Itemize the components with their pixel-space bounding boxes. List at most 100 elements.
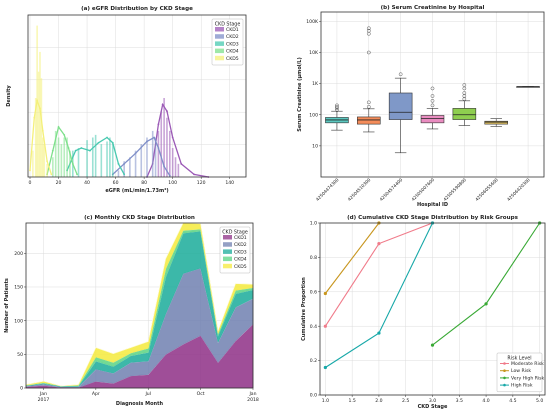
histogram-bar-ckd1: [169, 130, 171, 177]
outlier-point: [462, 91, 467, 95]
kde-point: [89, 149, 91, 152]
y-tick-label: 1.0: [310, 221, 317, 227]
outlier-point: [430, 94, 435, 98]
legend-swatch: [215, 34, 224, 39]
histogram-bar-ckd5: [40, 78, 43, 177]
kde-point: [123, 173, 126, 176]
chart-title: (b) Serum Creatinine by Hospital: [381, 5, 485, 11]
kde-point: [146, 140, 148, 143]
kde-point: [161, 103, 164, 106]
y-axis-label: Density: [6, 85, 12, 107]
x-tick-label: Apr: [92, 391, 100, 397]
outlier-point: [462, 83, 467, 87]
chart-title: (a) eGFR Distribution by CKD Stage: [81, 6, 193, 12]
legend-swatch: [215, 27, 224, 32]
kde-point: [76, 173, 78, 176]
kde-point: [157, 123, 160, 126]
histogram-bar-ckd1: [171, 148, 174, 177]
histogram-bar-ckd3: [91, 137, 94, 177]
panel-b-serum-creatinine: 42504474300 42504510300 42504574400 4250500…: [297, 5, 545, 208]
box-42504510300: [357, 116, 381, 125]
panel-a-egfr-distribution: 0 20 40 60 80 100 120 140 (a) eGFR Distribution …: [6, 6, 247, 194]
histogram-bar-ckd1: [177, 163, 180, 177]
y-tick-label: 10: [312, 143, 318, 149]
legend-swatch: [223, 235, 232, 240]
legend-swatch: [215, 55, 224, 61]
legend-label: Low Risk: [511, 368, 531, 374]
histogram-bar-ckd5: [43, 144, 46, 177]
outlier-point: [366, 100, 371, 105]
x-tick-label: 100: [168, 180, 177, 186]
histogram-bar-ckd3: [77, 148, 80, 177]
x-tick-label: Jan: [248, 391, 256, 397]
legend-marker: [503, 383, 506, 387]
legend-label: CKD1: [234, 235, 247, 241]
y-tick-label: 0.4: [310, 324, 317, 330]
kde-point: [117, 162, 120, 165]
kde-point: [71, 162, 74, 165]
y-tick-label: 0.8: [310, 255, 317, 261]
outlier-point: [430, 98, 435, 103]
legend-swatch: [215, 48, 224, 54]
x-tick-label: 1.5: [348, 398, 355, 404]
x-axis-label: Diagnosis Month: [116, 401, 164, 407]
outlier-point: [366, 28, 371, 33]
x-axis-label: eGFR (mL/min/1.73m²): [105, 188, 168, 194]
x-axis-label: Hospital ID: [417, 202, 448, 208]
histogram-bar-ckd3: [94, 134, 97, 177]
histogram-bar-ckd1: [160, 111, 163, 177]
line-low-risk: [324, 222, 380, 294]
legend-marker: [503, 369, 506, 373]
histogram-bar-ckd3: [100, 144, 103, 177]
histogram-bar-ckd2: [140, 144, 143, 177]
histogram-bar-ckd1: [163, 98, 165, 177]
x-axis-label: CKD Stage: [418, 404, 448, 410]
histogram-bar-ckd3: [106, 141, 108, 177]
x-tick-label: 42504474300: [315, 177, 341, 203]
legend-label: CKD4: [226, 49, 239, 55]
x-tick-label: 42505590800: [442, 177, 468, 203]
x-tick-label: 42504510300: [347, 177, 373, 203]
x-tick-label: Jul: [144, 391, 151, 397]
kde-point: [153, 136, 156, 139]
x-tick-label: 42506420300: [506, 177, 532, 203]
kde-point: [41, 130, 44, 132]
kde-point: [29, 169, 31, 172]
data-point: [377, 242, 381, 246]
histogram-bar-ckd5: [39, 51, 41, 177]
legend-swatch: [215, 41, 224, 46]
outlier-point: [366, 26, 371, 31]
histogram-bar-ckd2: [154, 137, 157, 177]
plot-frame: [25, 222, 254, 389]
x-tick-label: 0: [29, 180, 32, 186]
legend-title: CKD Stage: [215, 22, 241, 28]
y-axis-label: Serum Creatinine (µmol/L): [297, 57, 303, 132]
histogram-bar-ckd3: [111, 142, 114, 177]
x-tick-label: 4.0: [482, 398, 489, 404]
y-tick-label: 100K: [306, 19, 319, 25]
outlier-point: [335, 103, 339, 108]
kde-point: [166, 110, 168, 113]
x-tick-label: 42504574400: [379, 177, 405, 203]
x-tick-label: 2.5: [402, 398, 409, 404]
legend-title: CKD Stage: [222, 230, 248, 236]
x-tick-label: 4.5: [509, 398, 516, 404]
legend-label: CKD4: [234, 257, 247, 263]
x-tick-label: 42505007600: [410, 177, 436, 203]
histogram-bar-ckd3: [86, 140, 88, 177]
legend-label: High Risk: [511, 383, 533, 389]
kde-point: [171, 136, 174, 139]
kde-point: [111, 141, 114, 144]
outlier-point: [430, 86, 435, 91]
kde-point: [134, 152, 137, 155]
outlier-point: [398, 72, 403, 77]
x-tick-year: 2017: [38, 397, 50, 403]
histogram-bar-ckd4: [60, 144, 63, 177]
x-tick-label: 120: [197, 180, 206, 186]
outlier-point: [335, 104, 339, 109]
kde-point: [33, 116, 36, 119]
outlier-point: [430, 103, 435, 108]
y-tick-label: 100: [309, 112, 318, 118]
legend-label: CKD3: [226, 41, 239, 47]
histogram-bar-ckd4: [54, 130, 57, 177]
